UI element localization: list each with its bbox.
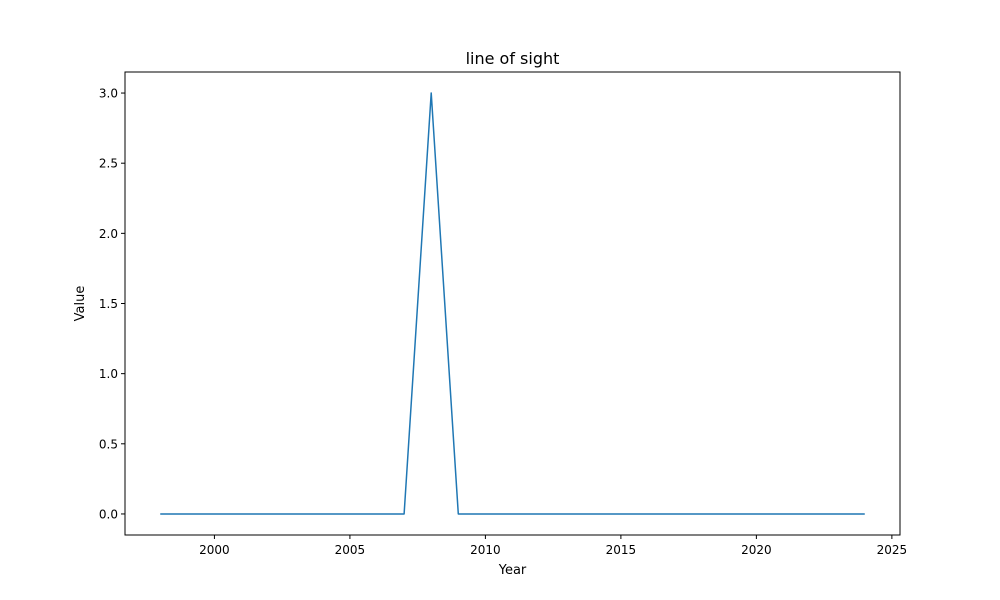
x-tick-label: 2010	[470, 543, 501, 557]
y-tick-label: 1.5	[99, 297, 118, 311]
series-line	[160, 92, 865, 515]
x-tick-label: 2020	[741, 543, 772, 557]
y-tick-label: 2.0	[99, 227, 118, 241]
y-tick-label: 2.5	[99, 157, 118, 171]
x-tick-label: 2005	[335, 543, 366, 557]
x-axis: 2000 2005 2010 2015 2020 2025	[199, 535, 907, 557]
y-axis-label: Value	[73, 286, 88, 322]
y-tick-label: 0.5	[99, 437, 118, 451]
y-tick-label: 0.0	[99, 507, 118, 521]
y-tick-label: 3.0	[99, 87, 118, 101]
plot-area	[160, 92, 865, 515]
x-axis-label: Year	[498, 563, 527, 578]
x-tick-label: 2025	[877, 543, 908, 557]
x-tick-label: 2015	[606, 543, 637, 557]
chart-title: line of sight	[466, 49, 560, 68]
y-axis: 0.0 0.5 1.0 1.5 2.0 2.5 3.0	[99, 87, 125, 521]
y-tick-label: 1.0	[99, 367, 118, 381]
x-tick-label: 2000	[199, 543, 230, 557]
